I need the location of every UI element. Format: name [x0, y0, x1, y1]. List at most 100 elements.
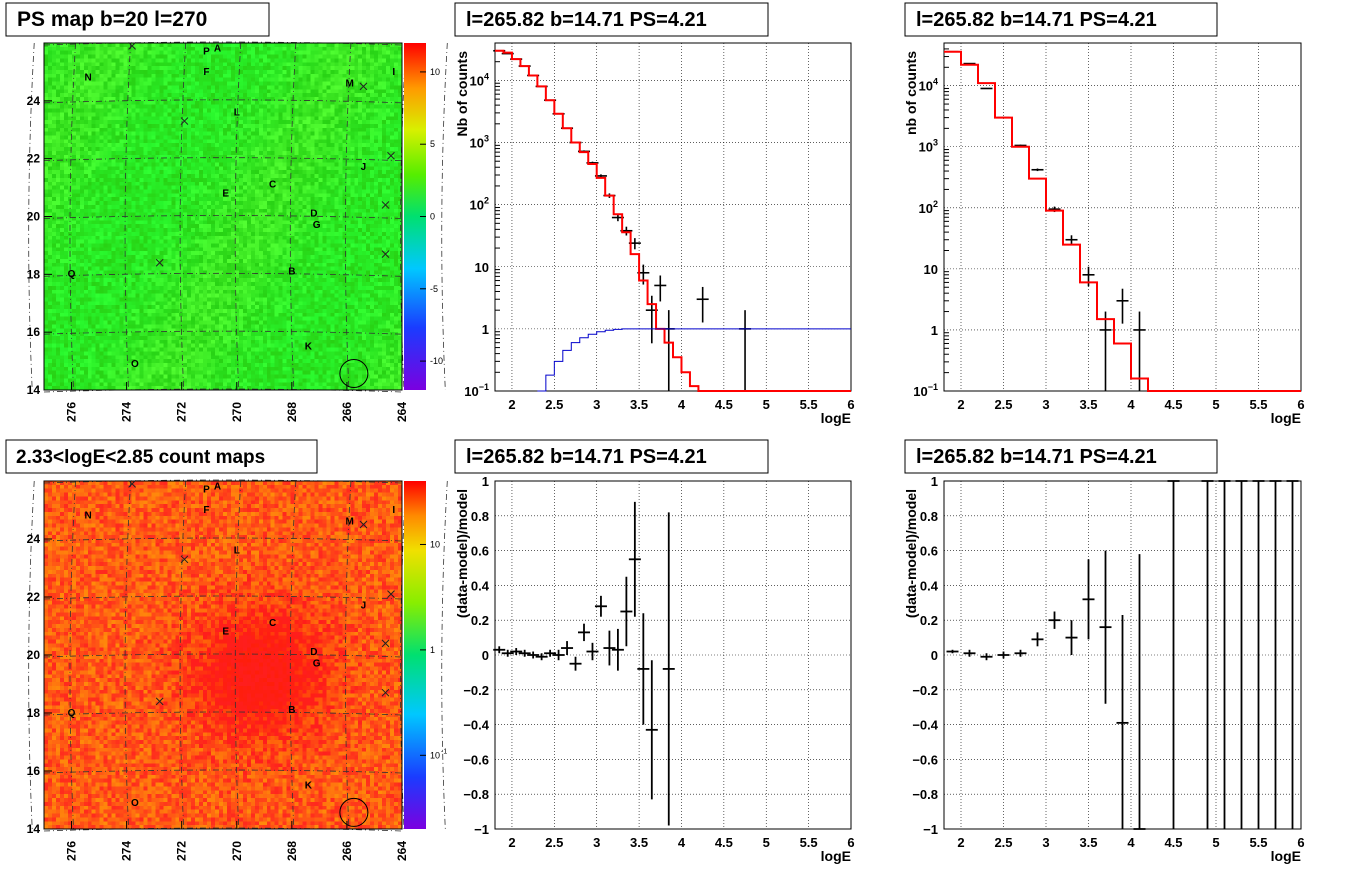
- map1-colorbar-ticks: 10 5 0 -5 -10: [420, 67, 443, 366]
- map2-plot-meridian: [344, 480, 352, 830]
- map2-plot-ytick-label: 24: [27, 532, 41, 546]
- spec1-ytick-label: 1: [482, 322, 489, 337]
- map1-plot-source-cross: [387, 151, 395, 160]
- map2-plot-source-label: P: [203, 485, 210, 496]
- res2-xtick-label: 4: [1127, 835, 1135, 850]
- res2-xtick-label: 2.5: [994, 835, 1012, 850]
- map1-colorbar-tick-label: -5: [430, 284, 438, 294]
- map1-plot-ytick-label: 14: [27, 383, 41, 397]
- spec2-plot: 2 2.5 3 3.5 4 4.5 5 5.5 6 10−1 1 10 102 103 104 logE nb …: [903, 42, 1305, 426]
- map2-plot-source-label: N: [84, 511, 91, 522]
- res2-ytick-label: 0: [931, 648, 938, 663]
- res1-xtick-label: 4.5: [715, 835, 733, 850]
- map1-plot-xtick-label: 272: [175, 402, 189, 422]
- map1-title: PS map b=20 l=270: [17, 8, 207, 31]
- spec2-xtick-label: 6: [1297, 397, 1304, 412]
- map2-plot-xtick-label: 274: [120, 841, 134, 861]
- map2-plot-source-cross: [155, 697, 164, 706]
- res2-ylabel: (data-model)/model: [903, 489, 919, 618]
- spec2-xtick-label: 2.5: [994, 397, 1012, 412]
- spec1-xtick-label: 2.5: [545, 397, 563, 412]
- map2-plot-source-label: F: [203, 505, 209, 516]
- res1-xtick-label: 2.5: [545, 835, 563, 850]
- map1-plot-ytick-label: 18: [27, 267, 41, 281]
- map1-colorbar: [404, 43, 426, 390]
- map2-colorbar-tick-exponent: -1: [441, 748, 447, 755]
- spec1-panel: l=265.82 b=14.71 PS=4.21 2 2.5 3 3.5 4 4.5 5 5.…: [454, 2, 855, 426]
- spec1-ytick-label: 10: [475, 260, 489, 275]
- spec1-model-histogram: [495, 49, 851, 392]
- map1-plot-source-label: A: [214, 44, 221, 55]
- spec1-frame: [494, 42, 852, 392]
- map1-plot-ytick-label: 20: [27, 210, 41, 224]
- spec1-ylabel: Nb of counts: [454, 51, 470, 137]
- spec1-xlabel: logE: [821, 410, 851, 426]
- res1-plot: 2 2.5 3 3.5 4 4.5 5 5.5 6 −1 −0.8 −0.6 −0.4 −0.2 0 0.2 0…: [454, 474, 855, 864]
- map2-colorbar-tick-label: 10: [430, 539, 440, 549]
- res2-ytick-label: −0.8: [912, 787, 938, 802]
- map1-plot-meridian: [289, 42, 297, 391]
- res1-xlabel: logE: [821, 848, 851, 864]
- map1-plot-xtick-label: 264: [395, 402, 409, 422]
- map2-plot-xtick-label: 276: [65, 841, 79, 861]
- res2-xtick-label: 5: [1212, 835, 1219, 850]
- map2-plot-source-label: C: [269, 618, 276, 629]
- map2-plot-xtick-label: 264: [395, 841, 409, 861]
- map2-plot-ytick-label: 22: [27, 590, 41, 604]
- map1-plot-meridian: [344, 42, 352, 391]
- res2-plot: 2 2.5 3 3.5 4 4.5 5 5.5 6 −1 −0.8 −0.6 −0.4 −0.2 0 0.2 0…: [903, 474, 1305, 864]
- res2-ytick-label: −0.6: [912, 752, 938, 767]
- map1-plot-source-label: C: [269, 180, 276, 191]
- map1-plot: 276 274 272 270 268 266 264 14 16 18 20 22 24 P A N F M I L…: [27, 41, 448, 422]
- map1-plot-meridian: [234, 42, 242, 391]
- map1-plot-source-cross: [359, 82, 368, 91]
- map2-plot-xtick-label: 268: [285, 841, 299, 861]
- map1-plot-source-label: P: [203, 47, 210, 58]
- res2-ytick-label: 0.8: [920, 509, 938, 524]
- map2-plot-meridian: [179, 480, 187, 830]
- map1-plot-source-label: M: [346, 78, 354, 89]
- map1-plot-source-label: E: [222, 188, 229, 199]
- map2-plot-xtick-label: 270: [230, 841, 244, 861]
- res1-frame: [494, 480, 852, 830]
- map2-plot-source-cross: [381, 688, 390, 697]
- spec2-title: l=265.82 b=14.71 PS=4.21: [916, 9, 1157, 31]
- res2-xtick-label: 6: [1297, 835, 1304, 850]
- map1-colorbar-tick-label: 0: [430, 212, 435, 222]
- spec2-xtick-label: 3.5: [1079, 397, 1097, 412]
- res2-ytick-label: 0.2: [920, 613, 938, 628]
- map2-plot-xtick-label: 272: [175, 841, 189, 861]
- map2-plot-source-label: D: [310, 647, 317, 658]
- res2-xtick-label: 5.5: [1249, 835, 1267, 850]
- spec2-ylabel: nb of counts: [903, 51, 919, 135]
- map2-plot-source-label: J: [361, 601, 367, 612]
- map1-plot-roi-circle: [339, 358, 369, 388]
- map1-plot-source-label: D: [310, 209, 317, 220]
- map1-plot-source-label: B: [288, 266, 295, 277]
- res1-ytick-label: 0.4: [471, 578, 490, 593]
- map2-plot-source-label: E: [222, 627, 229, 638]
- map2-plot-source-label: B: [288, 705, 295, 716]
- res1-xtick-label: 5: [763, 835, 770, 850]
- map1-plot-source-label: F: [203, 67, 209, 78]
- spec1-xtick-label: 3.5: [630, 397, 648, 412]
- res1-xtick-label: 2: [508, 835, 515, 850]
- map1-plot-xtick-label: 266: [340, 402, 354, 422]
- res1-ytick-label: −0.4: [463, 718, 489, 733]
- map1-colorbar-tick-label: -10: [430, 356, 443, 366]
- spec2-ytick-label: 10−1: [913, 382, 938, 399]
- map2-plot-source-label: K: [305, 780, 313, 791]
- map1-plot-meridian: [28, 42, 35, 391]
- res1-panel: l=265.82 b=14.71 PS=4.21 2 2.5 3 3.5 4 4.5 5 5.…: [454, 439, 855, 864]
- res2-xtick-label: 2: [957, 835, 964, 850]
- map2-plot-ytick-label: 20: [27, 648, 41, 662]
- spec2-xtick-label: 4.5: [1164, 397, 1182, 412]
- map2-plot-source-label: A: [214, 482, 221, 493]
- spec1-title: l=265.82 b=14.71 PS=4.21: [466, 9, 707, 31]
- map2-title: 2.33<logE<2.85 count maps: [16, 447, 265, 468]
- spec1-plot: 2 2.5 3 3.5 4 4.5 5 5.5 6 10−1 1 10 102 103 104 logE Nb …: [454, 42, 855, 426]
- res1-ytick-label: −1: [474, 822, 489, 837]
- map1-plot-source-cross: [128, 42, 136, 50]
